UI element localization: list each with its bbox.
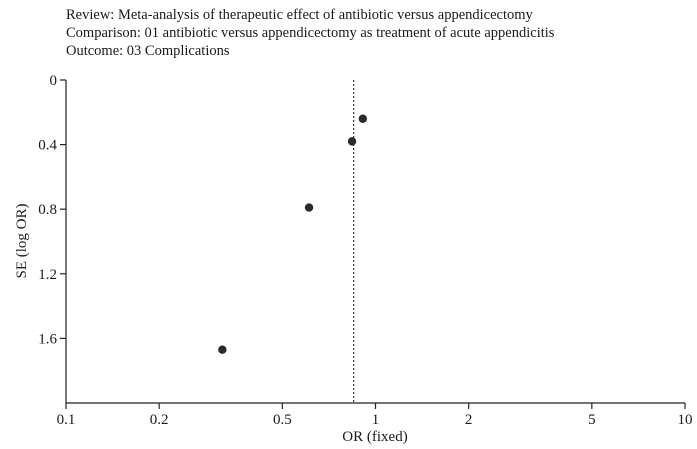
x-tick-label: 0.5: [273, 412, 292, 428]
outcome-line: Outcome: 03 Complications: [66, 43, 230, 59]
x-tick-label: 0.2: [150, 412, 169, 428]
x-tick-label: 0.1: [57, 412, 76, 428]
y-tick-label: 0.4: [38, 138, 57, 154]
review-line: Review: Meta-analysis of therapeutic eff…: [66, 7, 533, 23]
x-tick-label: 5: [588, 412, 596, 428]
y-axis-label: SE (log OR): [14, 203, 30, 278]
y-tick-label: 1.2: [38, 267, 57, 283]
y-tick-label: 0: [50, 73, 58, 89]
x-tick-label: 10: [678, 412, 693, 428]
y-tick-label: 1.6: [38, 331, 57, 347]
y-tick-label: 0.8: [38, 202, 57, 218]
comparison-line: Comparison: 01 antibiotic versus appendi…: [66, 25, 555, 41]
study-point: [347, 137, 357, 146]
study-point: [304, 203, 314, 212]
x-tick-label: 2: [465, 412, 473, 428]
study-point: [218, 345, 227, 354]
study-point: [358, 114, 368, 123]
chart-header: Review: Meta-analysis of therapeutic eff…: [66, 6, 554, 60]
x-axis-label: OR (fixed): [342, 429, 407, 445]
x-tick-label: 1: [372, 412, 380, 428]
